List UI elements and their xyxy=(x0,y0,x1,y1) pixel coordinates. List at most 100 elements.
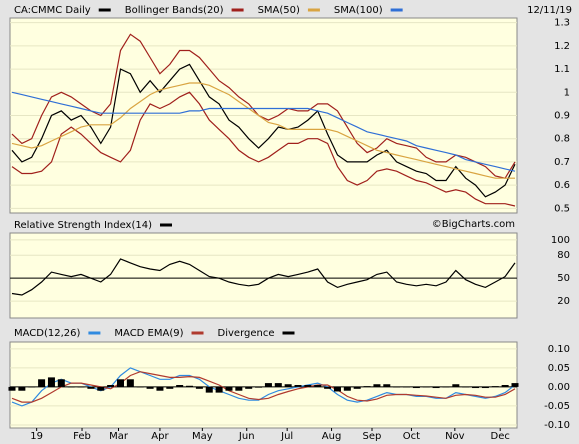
divergence-bar xyxy=(393,386,401,388)
legend-label: Bollinger Bands(20) xyxy=(125,5,224,16)
divergence-bar xyxy=(47,377,55,387)
series-line xyxy=(11,371,516,403)
band-line xyxy=(11,91,516,207)
y-tick-label: 1 xyxy=(564,87,570,98)
y-tick-label: 1.1 xyxy=(554,64,570,75)
legend-swatch xyxy=(231,8,244,12)
y-tick-label: 100 xyxy=(551,235,570,246)
y-tick-label: 80 xyxy=(557,250,570,261)
series-line xyxy=(11,91,516,172)
divergence-bar xyxy=(373,384,381,387)
y-tick-label: -0.10 xyxy=(544,420,570,431)
legend-swatch xyxy=(191,331,204,335)
y-tick-label: 0.00 xyxy=(548,382,570,393)
divergence-bar xyxy=(432,386,440,389)
divergence-bar xyxy=(363,386,371,387)
divergence-bar xyxy=(77,386,85,388)
legend-swatch xyxy=(282,331,295,335)
y-tick-label: 20 xyxy=(557,296,570,307)
divergence-bar xyxy=(107,385,115,387)
series-line xyxy=(11,82,515,179)
legend-swatch xyxy=(98,8,111,12)
x-tick-label: Nov xyxy=(445,431,465,442)
legend-label: CA:CMMC Daily xyxy=(14,5,91,16)
divergence-bar xyxy=(343,386,351,391)
y-tick-label: 0.6 xyxy=(554,180,570,191)
y-tick-label: 50 xyxy=(557,273,570,284)
y-tick-label: -0.05 xyxy=(544,401,570,412)
legend-label: SMA(100) xyxy=(334,5,383,16)
divergence-bar xyxy=(452,384,460,387)
divergence-bar xyxy=(245,386,253,389)
legend-swatch xyxy=(88,331,101,335)
y-tick-label: 0.10 xyxy=(548,344,570,355)
divergence-bar xyxy=(186,385,194,387)
x-tick-label: Feb xyxy=(73,431,91,442)
divergence-bar xyxy=(87,386,95,389)
divergence-bar xyxy=(462,386,470,388)
y-tick-label: 0.7 xyxy=(554,157,570,168)
divergence-bar xyxy=(215,386,223,393)
x-tick-label: Mar xyxy=(109,431,129,442)
x-tick-label: Jun xyxy=(238,431,255,442)
date: 12/11/19 xyxy=(527,5,572,16)
x-tick-label: Apr xyxy=(151,431,169,442)
y-tick-label: 0.8 xyxy=(554,134,570,145)
divergence-bar xyxy=(195,386,203,389)
divergence-bar xyxy=(294,385,302,387)
divergence-bar xyxy=(57,379,65,387)
divergence-bar xyxy=(491,386,499,387)
legend-label: MACD(12,26) xyxy=(14,328,81,339)
x-tick-label: 19 xyxy=(30,431,43,442)
divergence-bar xyxy=(511,383,519,387)
divergence-bar xyxy=(67,386,75,388)
legend-label: SMA(50) xyxy=(258,5,300,16)
y-tick-label: 0.9 xyxy=(554,111,570,122)
divergence-bar xyxy=(442,386,450,388)
x-tick-label: Jul xyxy=(280,431,293,442)
band-line xyxy=(11,33,516,179)
divergence-bar xyxy=(274,383,282,387)
watermark: ©BigCharts.com xyxy=(432,219,515,230)
divergence-bar xyxy=(8,386,16,391)
divergence-bar xyxy=(255,386,263,388)
legend-label: Divergence xyxy=(218,328,275,339)
divergence-bar xyxy=(146,386,154,389)
divergence-bar xyxy=(156,386,164,391)
divergence-bar xyxy=(235,386,243,391)
divergence-bar xyxy=(481,386,489,389)
divergence-bar xyxy=(18,386,26,391)
divergence-bar xyxy=(324,386,332,389)
divergence-bar xyxy=(136,386,144,388)
divergence-bar xyxy=(28,386,36,388)
x-tick-label: May xyxy=(192,431,213,442)
y-tick-label: 1.3 xyxy=(554,18,570,29)
divergence-bar xyxy=(116,379,124,387)
divergence-bar xyxy=(403,386,411,388)
x-tick-label: Aug xyxy=(322,431,342,442)
divergence-bar xyxy=(97,386,105,391)
divergence-bar xyxy=(126,379,134,387)
divergence-bar xyxy=(264,383,272,387)
legend-label: MACD EMA(9) xyxy=(114,328,183,339)
divergence-bar xyxy=(205,386,213,393)
y-tick-label: 1.2 xyxy=(554,41,570,52)
divergence-bar xyxy=(412,386,420,389)
divergence-bar xyxy=(166,386,174,389)
series-line xyxy=(11,63,516,198)
legend-label: Relative Strength Index(14) xyxy=(14,220,152,231)
series-line xyxy=(11,367,516,407)
divergence-bar xyxy=(333,386,341,392)
divergence-bar xyxy=(501,385,509,387)
x-tick-label: Oct xyxy=(403,431,420,442)
divergence-bar xyxy=(38,379,46,387)
y-tick-label: 0.05 xyxy=(548,363,570,374)
divergence-bar xyxy=(304,385,312,387)
divergence-bar xyxy=(314,385,322,387)
divergence-bar xyxy=(284,384,292,387)
panel xyxy=(9,232,518,319)
divergence-bar xyxy=(422,386,430,388)
divergence-bar xyxy=(225,386,233,391)
x-tick-label: Sep xyxy=(363,431,382,442)
